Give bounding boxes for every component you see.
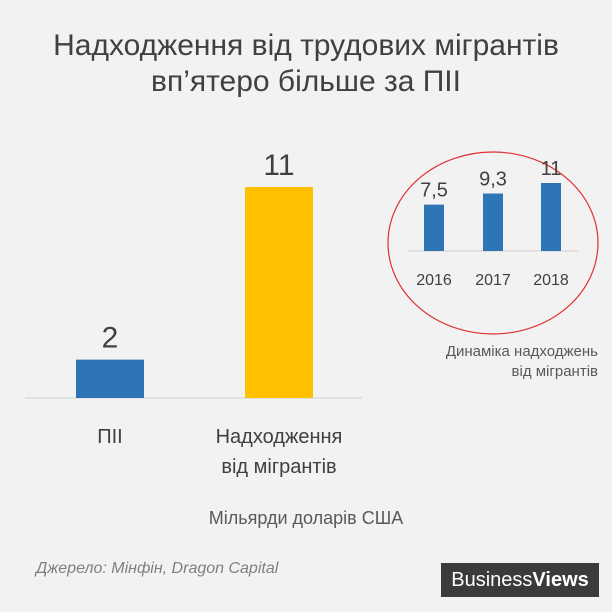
title-line-1: Надходження від трудових мігрантів — [53, 29, 559, 62]
main-tick-label-2-line-1: Надходження — [216, 426, 343, 448]
inset-bar-2016 — [424, 204, 444, 251]
inset-caption: Динаміка надходжень від мігрантів — [358, 342, 598, 382]
main-tick-label-2-line-2: від мігрантів — [221, 456, 336, 478]
logo-part-2: Views — [532, 569, 589, 591]
inset-bar-value-2017: 9,3 — [479, 169, 507, 191]
inset-bar-value-2018: 11 — [541, 158, 562, 180]
inset-bar-2017 — [483, 193, 503, 251]
title-line-2: вп’ятеро більше за ПІІ — [151, 65, 461, 98]
main-bar-2 — [245, 187, 313, 398]
main-bar-value-1: 2 — [102, 322, 119, 355]
inset-tick-label-2018: 2018 — [533, 272, 569, 289]
inset-caption-line-2: від мігрантів — [511, 363, 598, 380]
inset-tick-label-2017: 2017 — [475, 272, 511, 289]
main-bar-1 — [76, 359, 144, 398]
logo-part-1: Business — [451, 569, 533, 591]
inset-bar-value-2016: 7,5 — [420, 180, 448, 202]
page-title: Надходження від трудових мігрантів вп’ят… — [0, 28, 612, 100]
inset-caption-line-1: Динаміка надходжень — [445, 343, 598, 360]
inset-tick-label-2016: 2016 — [416, 272, 452, 289]
source-note: Джерело: Мінфін, Dragon Capital — [36, 560, 279, 577]
main-bar-value-2: 11 — [263, 149, 294, 182]
units-label: Мільярди доларів США — [208, 508, 404, 528]
main-tick-label-1-line-1: ПІІ — [97, 426, 123, 448]
inset-highlight-circle — [387, 151, 599, 335]
businessviews-logo: BusinessViews — [441, 563, 599, 597]
inset-bar-2018 — [541, 183, 561, 251]
